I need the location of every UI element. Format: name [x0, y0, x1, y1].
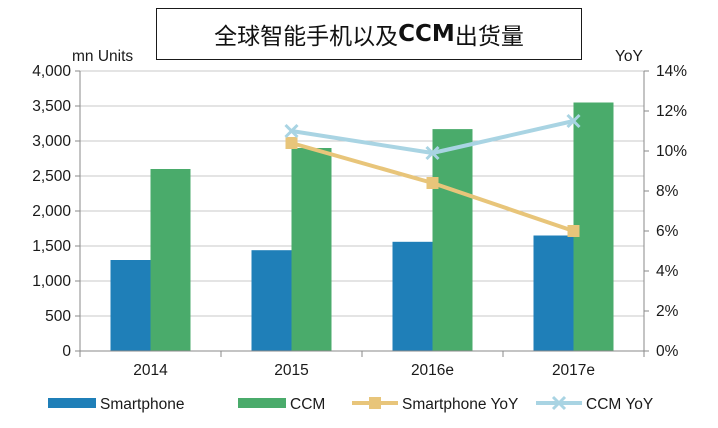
legend-item-smartphone-yoy: Smartphone YoY	[352, 396, 518, 413]
chart-title: 全球智能手机以及 CCM 出货量	[156, 8, 582, 60]
right-axis-unit: YoY	[615, 48, 643, 65]
x-tick-label: 2015	[274, 362, 308, 379]
right-tick-label: 10%	[656, 143, 687, 160]
point-ccm-yoy-2017e	[566, 113, 581, 129]
point-mark-stroke	[284, 123, 299, 139]
bars	[110, 102, 614, 351]
point-mark-stroke	[425, 145, 440, 161]
legend-swatch-ccm	[238, 398, 286, 408]
left-tick-label: 0	[62, 343, 71, 360]
axes	[75, 70, 649, 357]
point-smartphone-yoy-2016e	[426, 177, 439, 189]
left-tick-label: 1,000	[32, 273, 71, 290]
bar-smartphone-2015	[251, 250, 292, 351]
legend-item-ccm: CCM	[238, 396, 325, 413]
point-ccm-yoy-2016e	[425, 145, 440, 161]
legend: Smartphone CCM Smartphone YoY CCM YoY	[48, 395, 653, 413]
chart-title-part1: 全球智能手机以及	[214, 24, 399, 50]
line-series	[284, 113, 581, 237]
point-smartphone-yoy-2015	[285, 137, 298, 149]
right-tick-label: 2%	[656, 303, 679, 320]
left-tick-label: 3,500	[32, 98, 71, 115]
legend-marker-ccm-yoy	[551, 395, 567, 411]
bar-ccm-2016e	[432, 129, 473, 351]
left-tick-label: 2,000	[32, 203, 71, 220]
right-tick-label: 8%	[656, 183, 679, 200]
legend-label-ccm: CCM	[290, 396, 325, 413]
legend-item-ccm-yoy: CCM YoY	[536, 395, 653, 413]
bar-smartphone-2014	[110, 260, 151, 351]
bar-ccm-2014	[150, 169, 191, 351]
legend-label-ccm-yoy: CCM YoY	[586, 396, 653, 413]
right-tick-label: 14%	[656, 63, 687, 80]
right-tick-label: 12%	[656, 103, 687, 120]
chart-title-ccm: CCM	[398, 21, 455, 47]
left-tick-label: 500	[45, 308, 71, 325]
right-tick-label: 6%	[656, 223, 679, 240]
bar-smartphone-2016e	[392, 241, 433, 351]
bar-smartphone-2017e	[533, 235, 574, 351]
x-tick-label: 2017e	[552, 362, 595, 379]
tick-labels: 0 500 1,000 1,500 2,000 2,500 3,000 3,500 4,000 0…	[32, 48, 687, 379]
left-tick-label: 1,500	[32, 238, 71, 255]
x-tick-label: 2014	[133, 362, 168, 379]
legend-label-smartphone: Smartphone	[100, 396, 184, 413]
right-tick-label: 4%	[656, 263, 679, 280]
legend-label-smartphone-yoy: Smartphone YoY	[402, 396, 518, 413]
bar-ccm-2017e	[573, 102, 614, 351]
left-tick-label: 4,000	[32, 63, 71, 80]
chart-title-part2: 出货量	[454, 24, 524, 50]
right-tick-label: 0%	[656, 343, 679, 360]
point-ccm-yoy-2015	[284, 123, 299, 139]
bar-ccm-2015	[291, 148, 332, 351]
legend-marker-smartphone-yoy	[369, 397, 381, 409]
point-mark-stroke	[566, 113, 581, 129]
legend-swatch-smartphone	[48, 398, 96, 408]
legend-item-smartphone: Smartphone	[48, 396, 184, 413]
point-smartphone-yoy-2017e	[567, 225, 580, 237]
left-tick-label: 3,000	[32, 133, 71, 150]
x-tick-label: 2016e	[411, 362, 454, 379]
left-tick-label: 2,500	[32, 168, 71, 185]
left-axis-unit: mn Units	[72, 48, 133, 65]
